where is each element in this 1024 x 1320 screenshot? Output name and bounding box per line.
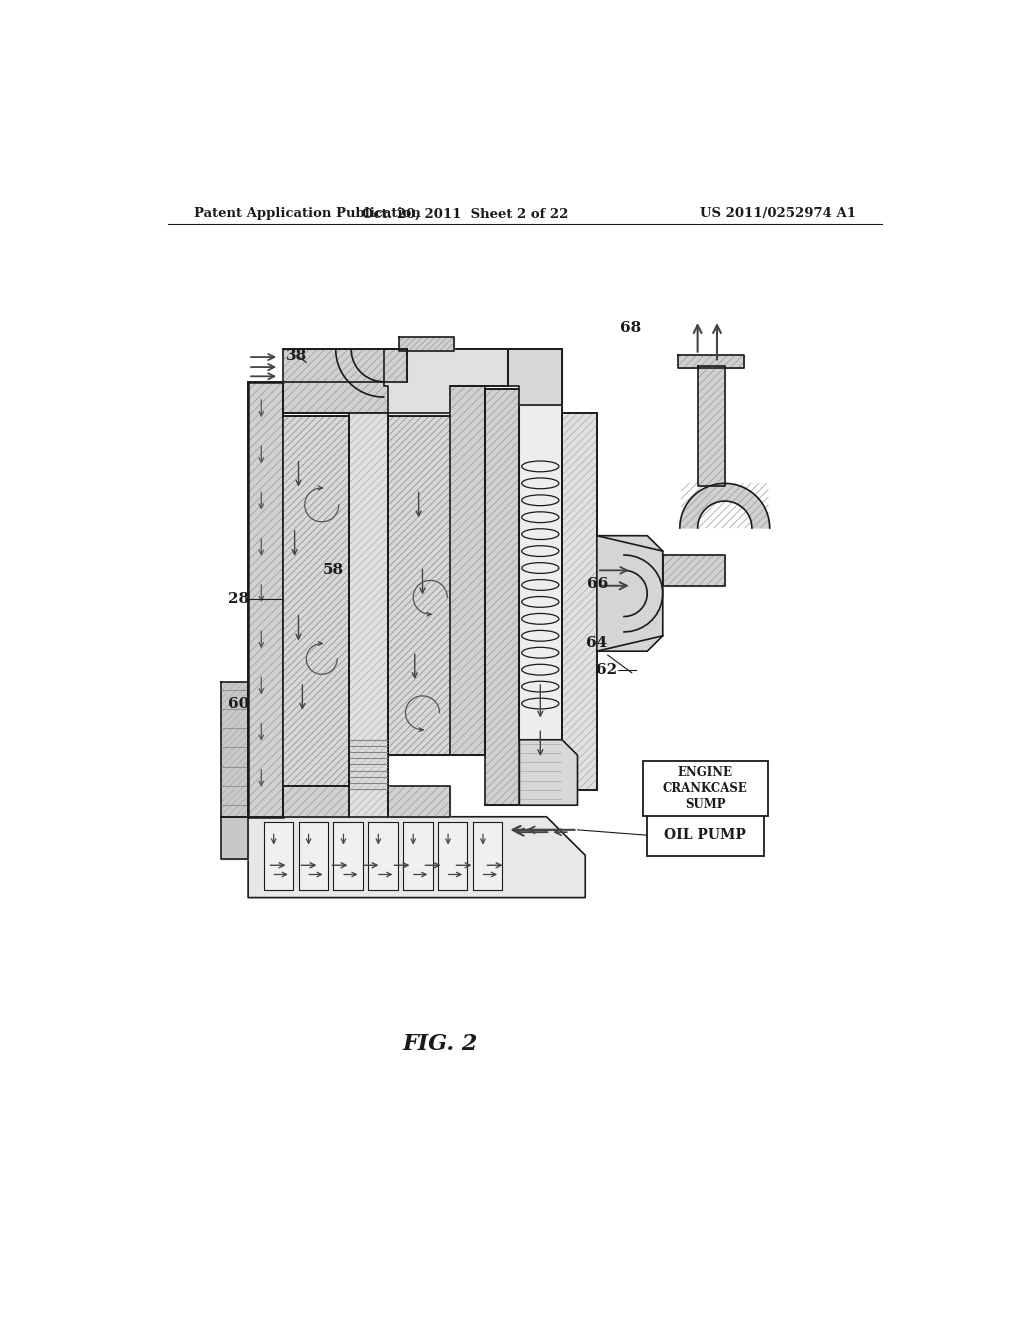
Text: 38: 38	[287, 348, 307, 363]
Polygon shape	[473, 822, 503, 890]
Polygon shape	[248, 817, 586, 898]
Polygon shape	[283, 350, 407, 381]
Polygon shape	[519, 405, 562, 797]
Text: 62: 62	[596, 664, 617, 677]
Polygon shape	[384, 350, 508, 412]
Polygon shape	[597, 536, 663, 651]
Bar	[284, 787, 449, 816]
Polygon shape	[283, 381, 450, 412]
Polygon shape	[680, 483, 770, 528]
Polygon shape	[299, 822, 328, 890]
Polygon shape	[399, 337, 454, 351]
Polygon shape	[283, 785, 450, 817]
Text: 64: 64	[587, 636, 607, 649]
Bar	[388, 417, 449, 755]
Polygon shape	[334, 822, 362, 890]
Polygon shape	[369, 822, 397, 890]
Polygon shape	[519, 739, 578, 805]
Polygon shape	[221, 817, 248, 859]
Polygon shape	[403, 822, 432, 890]
Bar	[284, 350, 407, 381]
Text: FIG. 2: FIG. 2	[402, 1032, 478, 1055]
Text: US 2011/0252974 A1: US 2011/0252974 A1	[700, 207, 856, 220]
Bar	[284, 383, 449, 412]
Text: Patent Application Publication: Patent Application Publication	[194, 207, 421, 220]
Polygon shape	[248, 381, 283, 817]
Text: Oct. 20, 2011  Sheet 2 of 22: Oct. 20, 2011 Sheet 2 of 22	[361, 207, 568, 220]
Bar	[679, 355, 743, 367]
Polygon shape	[349, 412, 388, 817]
Polygon shape	[388, 416, 450, 755]
Text: 68: 68	[620, 321, 641, 335]
Polygon shape	[678, 355, 744, 368]
Bar	[400, 338, 453, 350]
Text: 58: 58	[323, 562, 344, 577]
Polygon shape	[484, 389, 519, 805]
Polygon shape	[283, 416, 349, 785]
Polygon shape	[508, 350, 562, 405]
Bar	[681, 483, 768, 528]
Bar	[563, 413, 596, 789]
Text: OIL PUMP: OIL PUMP	[665, 829, 746, 842]
Polygon shape	[438, 822, 467, 890]
Bar	[451, 383, 483, 755]
Bar	[664, 556, 724, 585]
Polygon shape	[263, 822, 293, 890]
Polygon shape	[221, 682, 248, 817]
Text: 66: 66	[587, 577, 608, 591]
Bar	[349, 413, 387, 816]
Polygon shape	[562, 412, 597, 789]
Bar	[284, 417, 348, 785]
Bar	[485, 391, 518, 804]
Text: ENGINE
CRANKCASE
SUMP: ENGINE CRANKCASE SUMP	[663, 766, 748, 810]
Bar	[249, 383, 283, 816]
Polygon shape	[450, 381, 484, 755]
Polygon shape	[663, 554, 725, 586]
Polygon shape	[697, 367, 725, 486]
FancyBboxPatch shape	[647, 814, 764, 857]
FancyBboxPatch shape	[643, 762, 768, 816]
Bar	[698, 367, 724, 484]
Bar	[222, 682, 248, 816]
Text: 60: 60	[228, 697, 250, 710]
Text: 28: 28	[228, 591, 250, 606]
